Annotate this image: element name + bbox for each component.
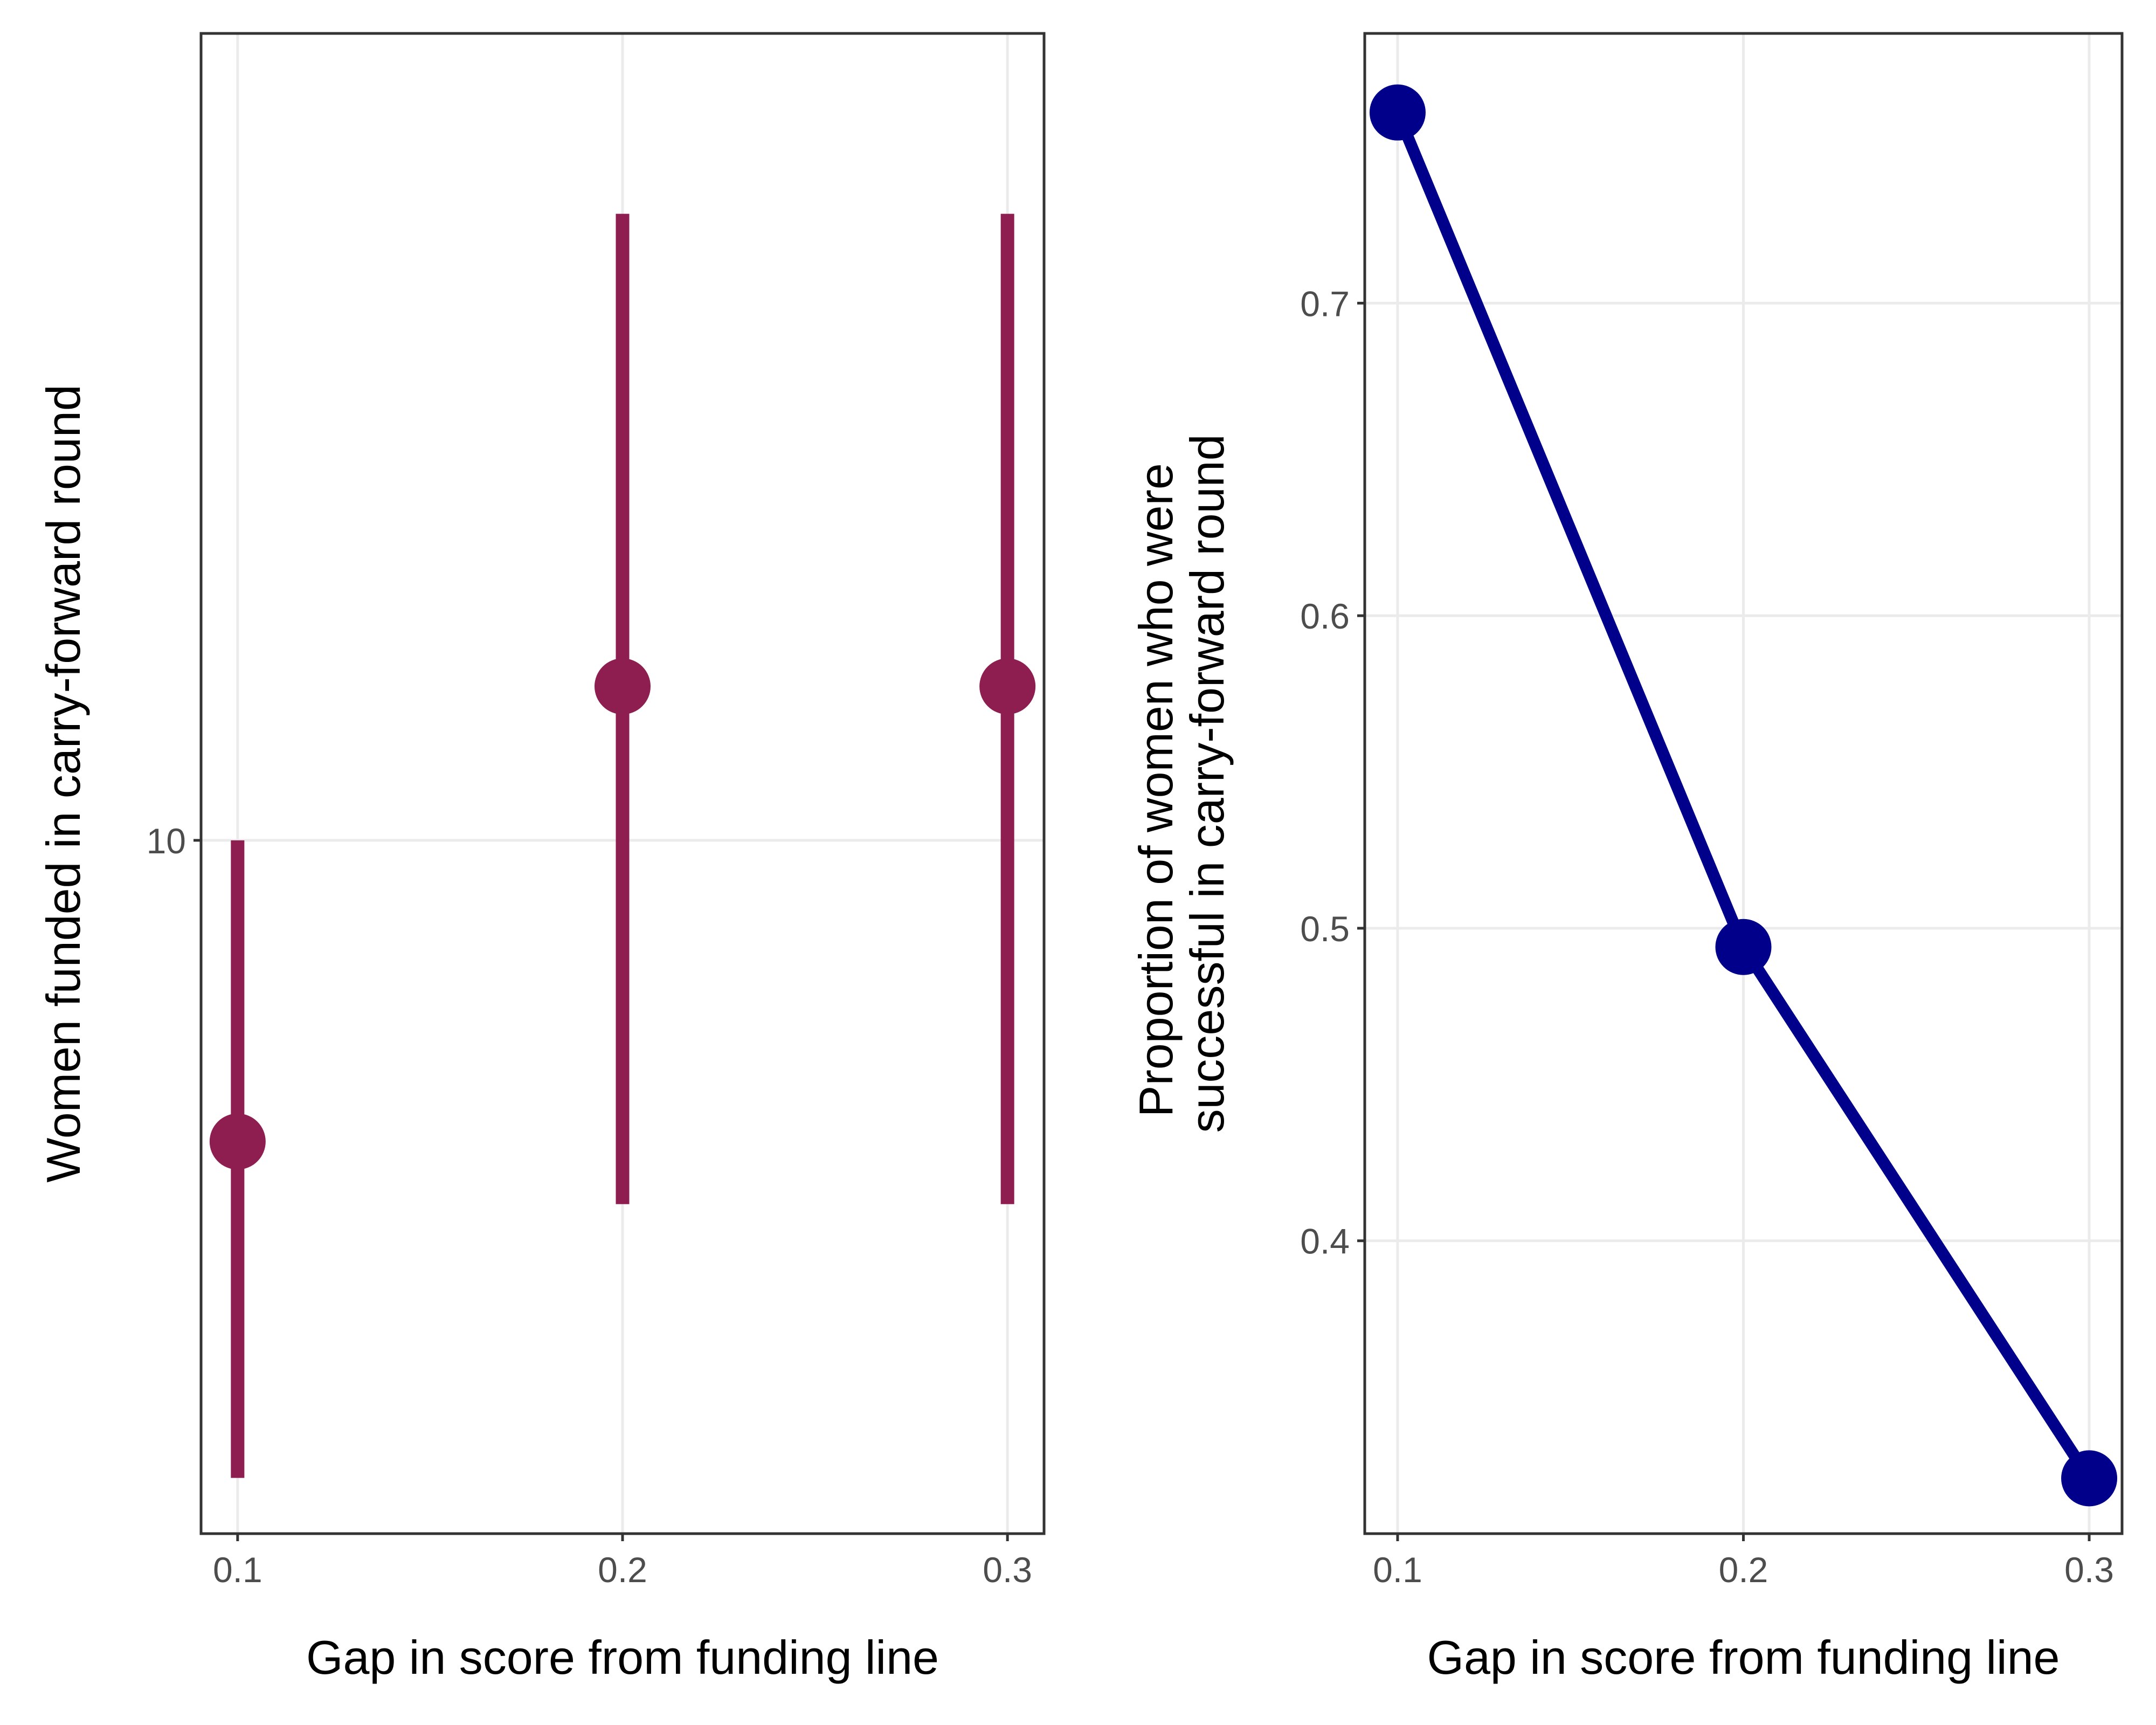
left-chart: 0.1 0.2 0.3 10 Gap in score from funding li… <box>37 32 1046 1684</box>
left-x-tick-label: 0.3 <box>983 1550 1032 1590</box>
right-x-tick-label: 0.2 <box>1719 1550 1768 1590</box>
right-x-axis-title: Gap in score from funding line <box>1427 1631 2060 1684</box>
right-y-tick-label: 0.7 <box>1300 284 1350 323</box>
left-x-tick-label: 0.2 <box>598 1550 647 1590</box>
right-y-tick-label: 0.4 <box>1300 1222 1350 1261</box>
left-x-axis-title: Gap in score from funding line <box>306 1631 939 1684</box>
left-y-tick-label: 10 <box>147 821 186 861</box>
left-point <box>979 658 1036 715</box>
right-y-axis-title-line-1: Proportion of women who were <box>1129 463 1183 1117</box>
right-x-tick-label: 0.1 <box>1373 1550 1422 1590</box>
right-point <box>1715 919 1772 975</box>
right-line-series <box>1369 84 2118 1507</box>
left-x-tick-label: 0.1 <box>213 1550 262 1590</box>
left-y-axis-title: Women funded in carry-forward round <box>37 384 90 1182</box>
left-axes: 0.1 0.2 0.3 10 <box>147 821 1032 1590</box>
right-point <box>1369 84 1426 141</box>
left-pointranges <box>209 213 1036 1478</box>
right-gridlines <box>1365 33 2122 1534</box>
right-y-axis-title-line-2: successful in carry-forward round <box>1180 434 1234 1133</box>
right-y-tick-label: 0.5 <box>1300 909 1350 949</box>
right-point <box>2061 1450 2118 1507</box>
right-axes: 0.1 0.2 0.3 0.4 0.5 0.6 0.7 <box>1300 284 2114 1590</box>
left-point <box>595 658 651 715</box>
right-y-axis-title: Proportion of women who were successful … <box>1129 434 1234 1133</box>
right-x-tick-label: 0.3 <box>2064 1550 2114 1590</box>
right-y-tick-label: 0.6 <box>1300 596 1350 636</box>
right-chart: 0.1 0.2 0.3 0.4 0.5 0.6 0.7 Gap in score from … <box>1129 32 2124 1684</box>
left-point <box>209 1113 266 1170</box>
